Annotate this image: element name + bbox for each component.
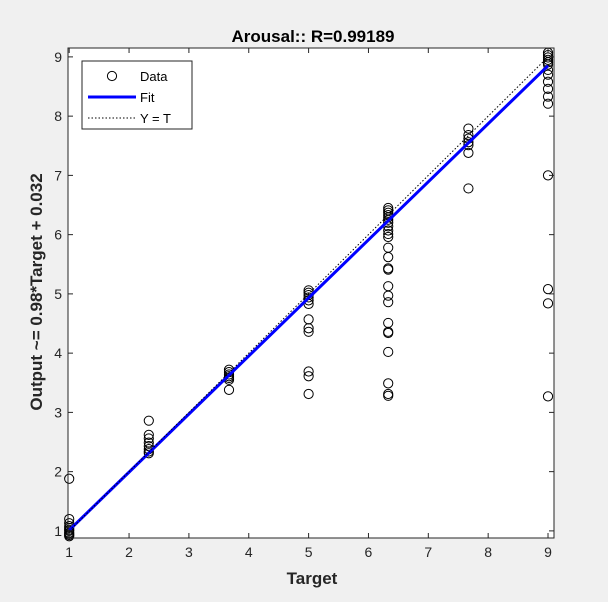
legend-label-identity: Y = T (140, 111, 171, 126)
data-point (143, 433, 154, 444)
data-point (143, 429, 154, 441)
x-tick-label: 1 (65, 544, 73, 560)
y-tick-label: 8 (54, 108, 62, 124)
data-point (383, 390, 394, 401)
x-tick-label: 3 (185, 544, 193, 560)
data-point (303, 366, 314, 377)
y-tick-label: 1 (54, 523, 62, 539)
data-point (383, 228, 394, 240)
data-point (542, 76, 554, 87)
data-point (383, 327, 394, 339)
identity-line (68, 56, 549, 532)
data-point (383, 225, 394, 236)
legend: Data Fit Y = T (81, 60, 193, 130)
data-point (542, 91, 554, 102)
data-point (542, 69, 554, 80)
data-point (542, 284, 554, 295)
y-tick-label: 9 (54, 49, 62, 65)
y-tick-label: 4 (54, 345, 62, 361)
data-point (542, 98, 554, 109)
x-tick-label: 6 (365, 544, 373, 560)
data-point (303, 292, 314, 303)
data-point (383, 207, 394, 218)
data-point (303, 323, 314, 334)
data-point (303, 388, 314, 400)
data-point (143, 415, 154, 426)
axis-ticks (68, 48, 554, 538)
legend-box (81, 60, 193, 130)
data-point (383, 252, 394, 263)
data-point (463, 129, 474, 141)
data-point (542, 54, 554, 65)
data-point (542, 59, 554, 70)
data-point (383, 346, 394, 358)
x-tick-label: 9 (544, 544, 552, 560)
data-point (383, 297, 394, 308)
x-tick-label: 8 (484, 544, 492, 560)
data-point (463, 123, 474, 134)
x-axis-label: Target (287, 569, 338, 588)
data-point (143, 448, 154, 459)
data-point (64, 473, 75, 484)
tick-labels: 1 2 3 4 5 6 7 8 9 1 2 3 4 5 6 7 8 9 (54, 49, 552, 560)
x-tick-label: 5 (305, 544, 313, 560)
data-point (303, 371, 314, 382)
legend-marker-data (106, 70, 118, 82)
data-point (383, 290, 394, 301)
y-tick-label: 2 (54, 464, 62, 480)
data-point (223, 384, 235, 395)
fit-line (68, 64, 550, 532)
data-point (542, 391, 554, 402)
legend-label-fit: Fit (140, 90, 155, 105)
y-tick-label: 6 (54, 227, 62, 243)
data-point (383, 217, 394, 228)
legend-label-data: Data (140, 69, 168, 84)
data-point (383, 378, 394, 389)
x-tick-label: 7 (424, 544, 432, 560)
data-point (463, 183, 474, 194)
series-lines (68, 56, 550, 532)
chart-title: Arousal:: R=0.99189 (232, 27, 395, 46)
x-tick-label: 2 (125, 544, 133, 560)
data-point (383, 231, 394, 243)
y-tick-label: 7 (54, 167, 62, 183)
data-point (143, 441, 154, 452)
y-tick-label: 3 (54, 404, 62, 420)
y-tick-label: 5 (54, 286, 62, 302)
data-point (463, 137, 474, 148)
data-point (463, 147, 474, 158)
data-point (64, 531, 75, 542)
data-point (463, 140, 474, 151)
data-point (542, 83, 554, 94)
data-point (383, 264, 394, 275)
data-point (303, 326, 314, 337)
data-point (542, 298, 554, 309)
data-point (303, 285, 314, 296)
x-tick-label: 4 (245, 544, 253, 560)
y-axis-label: Output ~= 0.98*Target + 0.032 (27, 173, 46, 410)
plot-border (67, 47, 555, 539)
